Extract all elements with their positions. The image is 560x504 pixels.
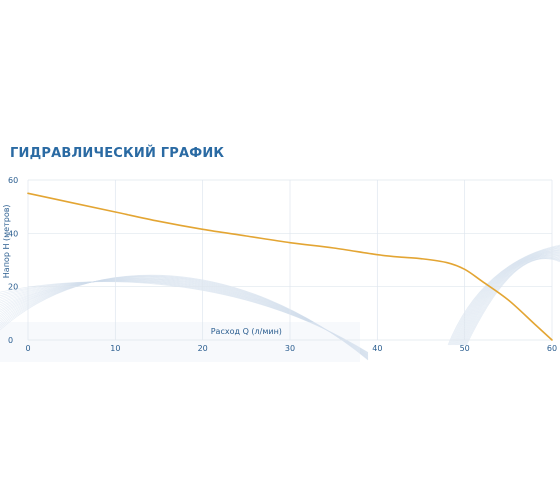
swirl-arc <box>448 245 560 346</box>
swirl-arc <box>447 244 560 346</box>
series-line <box>27 192 553 341</box>
x-tick-label: 30 <box>285 344 295 353</box>
chart-title: ГИДРАВЛИЧЕСКИЙ ГРАФИК <box>10 146 225 161</box>
y-tick-label: 60 <box>8 176 18 185</box>
swirl-arc <box>466 258 560 346</box>
swirl-arc <box>451 247 560 346</box>
y-axis-label: Напор Н (метров) <box>2 204 11 278</box>
x-tick-label: 50 <box>460 344 470 353</box>
x-tick-label: 0 <box>25 344 30 353</box>
x-tick-label: 60 <box>547 344 557 353</box>
y-tick-label: 20 <box>8 283 18 292</box>
swirl-arc <box>452 248 560 346</box>
x-axis-label: Расход Q (л/мин) <box>211 327 282 336</box>
x-axis-ticks: 0 10 20 30 40 50 60 <box>25 344 557 353</box>
x-tick-label: 40 <box>372 344 382 353</box>
x-tick-label: 10 <box>110 344 120 353</box>
swirl-arc <box>453 249 560 346</box>
swirl-arc <box>449 246 560 346</box>
y-tick-label: 40 <box>8 229 18 238</box>
decorative-swirl-background <box>0 244 560 362</box>
x-tick-label: 20 <box>198 344 208 353</box>
swirl-shadow <box>0 322 360 362</box>
y-tick-label: 0 <box>8 336 13 345</box>
y-axis-ticks: 0 20 40 60 <box>8 176 18 345</box>
swirl-arc <box>0 281 369 353</box>
swirl-arc <box>450 247 560 346</box>
grid-lines <box>27 179 553 341</box>
